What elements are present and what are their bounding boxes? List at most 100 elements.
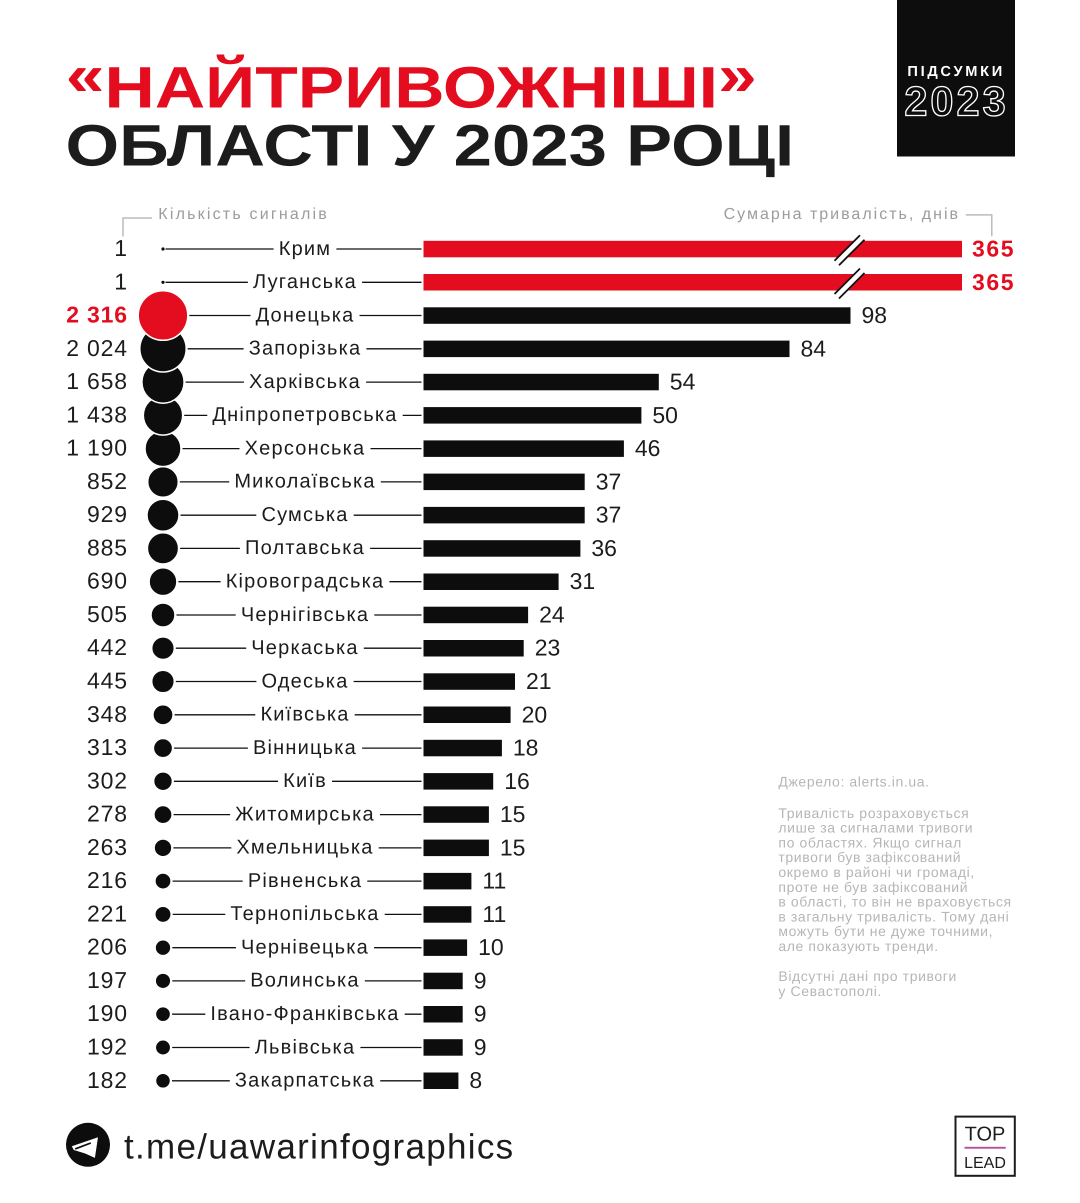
svg-text:9: 9 <box>474 1001 487 1027</box>
svg-text:182: 182 <box>87 1067 128 1093</box>
svg-text:Кіровоградська: Кіровоградська <box>226 571 385 593</box>
svg-text:Донецька: Донецька <box>256 304 355 326</box>
svg-text:84: 84 <box>801 335 827 361</box>
svg-text:в загальну тривалість. Тому да: в загальну тривалість. Тому дані <box>778 908 1009 924</box>
svg-text:але показують тренди.: але показують тренди. <box>778 938 938 954</box>
svg-text:442: 442 <box>87 634 128 660</box>
svg-text:«НАЙТРИВОЖНІШІ»: «НАЙТРИВОЖНІШІ» <box>66 43 757 121</box>
svg-text:15: 15 <box>500 834 526 860</box>
svg-text:348: 348 <box>87 701 128 727</box>
svg-text:Чернігівська: Чернігівська <box>241 604 369 626</box>
svg-text:t.me/uawarinfographics: t.me/uawarinfographics <box>124 1128 514 1167</box>
svg-text:365: 365 <box>972 236 1015 262</box>
svg-text:885: 885 <box>87 534 128 560</box>
svg-text:46: 46 <box>635 435 661 461</box>
svg-text:37: 37 <box>596 502 622 528</box>
svg-text:Хмельницька: Хмельницька <box>236 837 373 859</box>
svg-text:2 024: 2 024 <box>66 335 128 361</box>
svg-text:690: 690 <box>87 568 128 594</box>
svg-text:190: 190 <box>87 1000 128 1026</box>
svg-text:852: 852 <box>87 468 128 494</box>
svg-text:ОБЛАСТІ У 2023 РОЦІ: ОБЛАСТІ У 2023 РОЦІ <box>66 114 795 179</box>
svg-text:11: 11 <box>482 868 506 894</box>
svg-text:Харківська: Харківська <box>249 371 361 393</box>
svg-text:Тривалість розраховується: Тривалість розраховується <box>778 805 969 821</box>
svg-text:221: 221 <box>87 900 128 926</box>
svg-text:в області, то він не враховуєт: в області, то він не враховується <box>778 894 1011 910</box>
svg-text:ПІДСУМКИ: ПІДСУМКИ <box>907 64 1005 80</box>
svg-text:Дніпропетровська: Дніпропетровська <box>212 404 397 426</box>
svg-text:36: 36 <box>591 535 617 561</box>
svg-text:23: 23 <box>535 635 561 661</box>
svg-text:197: 197 <box>87 967 128 993</box>
svg-text:Тернопільська: Тернопільська <box>230 903 379 925</box>
svg-text:Луганська: Луганська <box>253 271 357 293</box>
svg-text:Рівненська: Рівненська <box>248 870 362 892</box>
svg-text:16: 16 <box>504 768 530 794</box>
svg-text:505: 505 <box>87 601 128 627</box>
svg-text:302: 302 <box>87 767 128 793</box>
svg-text:11: 11 <box>482 901 506 927</box>
svg-text:Чернівецька: Чернівецька <box>241 937 369 959</box>
svg-text:TOP: TOP <box>965 1124 1006 1146</box>
svg-text:Кількість сигналів: Кількість сигналів <box>158 206 329 223</box>
svg-text:Львівська: Львівська <box>255 1036 356 1058</box>
svg-text:31: 31 <box>570 568 596 594</box>
svg-text:Полтавська: Полтавська <box>245 537 365 559</box>
svg-text:445: 445 <box>87 668 128 694</box>
svg-text:20: 20 <box>522 701 548 727</box>
svg-text:у Севастополі.: у Севастополі. <box>778 983 882 999</box>
svg-text:21: 21 <box>526 668 552 694</box>
svg-text:50: 50 <box>652 402 678 428</box>
svg-text:Черкаська: Черкаська <box>251 637 358 659</box>
svg-text:можуть бути не дуже точними,: можуть бути не дуже точними, <box>778 923 993 939</box>
svg-text:37: 37 <box>596 468 622 494</box>
svg-text:2023: 2023 <box>904 78 1008 125</box>
svg-text:Джерело: alerts.in.ua.: Джерело: alerts.in.ua. <box>778 774 929 790</box>
svg-text:1: 1 <box>114 235 128 261</box>
svg-text:929: 929 <box>87 501 128 527</box>
svg-text:Закарпатська: Закарпатська <box>235 1070 375 1092</box>
svg-text:Волинська: Волинська <box>250 970 359 992</box>
svg-text:365: 365 <box>972 269 1015 295</box>
svg-text:Сумарна тривалість, днів: Сумарна тривалість, днів <box>724 206 960 223</box>
svg-text:192: 192 <box>87 1034 128 1060</box>
svg-text:Вінницька: Вінницька <box>253 737 357 759</box>
svg-text:18: 18 <box>513 735 539 761</box>
svg-text:Житомирська: Житомирська <box>235 803 375 825</box>
svg-text:тривоги був зафіксований: тривоги був зафіксований <box>778 849 961 865</box>
svg-text:1 438: 1 438 <box>66 401 128 427</box>
svg-text:по областях. Якщо сигнал: по областях. Якщо сигнал <box>778 834 961 850</box>
svg-text:LEAD: LEAD <box>964 1155 1006 1172</box>
svg-text:206: 206 <box>87 934 128 960</box>
svg-text:216: 216 <box>87 867 128 893</box>
svg-text:278: 278 <box>87 801 128 827</box>
svg-text:Івано-Франківська: Івано-Франківська <box>210 1003 399 1025</box>
svg-text:313: 313 <box>87 734 128 760</box>
svg-text:Київ: Київ <box>283 770 327 792</box>
svg-text:Запорізька: Запорізька <box>249 338 362 360</box>
svg-text:10: 10 <box>478 934 504 960</box>
svg-text:2 316: 2 316 <box>66 302 128 328</box>
svg-text:Миколаївська: Миколаївська <box>234 471 375 493</box>
svg-text:Херсонська: Херсонська <box>245 437 366 459</box>
svg-text:Крим: Крим <box>279 238 332 260</box>
svg-text:Відсутні дані про тривоги: Відсутні дані про тривоги <box>778 968 957 984</box>
svg-text:9: 9 <box>474 1034 487 1060</box>
svg-text:1 658: 1 658 <box>66 368 128 394</box>
svg-text:Одеська: Одеська <box>261 670 348 692</box>
svg-text:24: 24 <box>539 602 565 628</box>
svg-text:1 190: 1 190 <box>66 435 128 461</box>
svg-text:54: 54 <box>670 369 696 395</box>
svg-text:98: 98 <box>862 302 888 328</box>
svg-text:проте не був зафіксований: проте не був зафіксований <box>778 879 968 895</box>
svg-text:лише за сигналами тривоги: лише за сигналами тривоги <box>778 820 973 836</box>
svg-text:Сумська: Сумська <box>261 504 348 526</box>
svg-text:15: 15 <box>500 801 526 827</box>
svg-text:окремо в районі чи громаді,: окремо в районі чи громаді, <box>778 864 974 880</box>
svg-text:Київська: Київська <box>260 704 349 726</box>
svg-text:9: 9 <box>474 967 487 993</box>
svg-text:8: 8 <box>469 1067 482 1093</box>
svg-text:1: 1 <box>114 268 128 294</box>
svg-text:263: 263 <box>87 834 128 860</box>
